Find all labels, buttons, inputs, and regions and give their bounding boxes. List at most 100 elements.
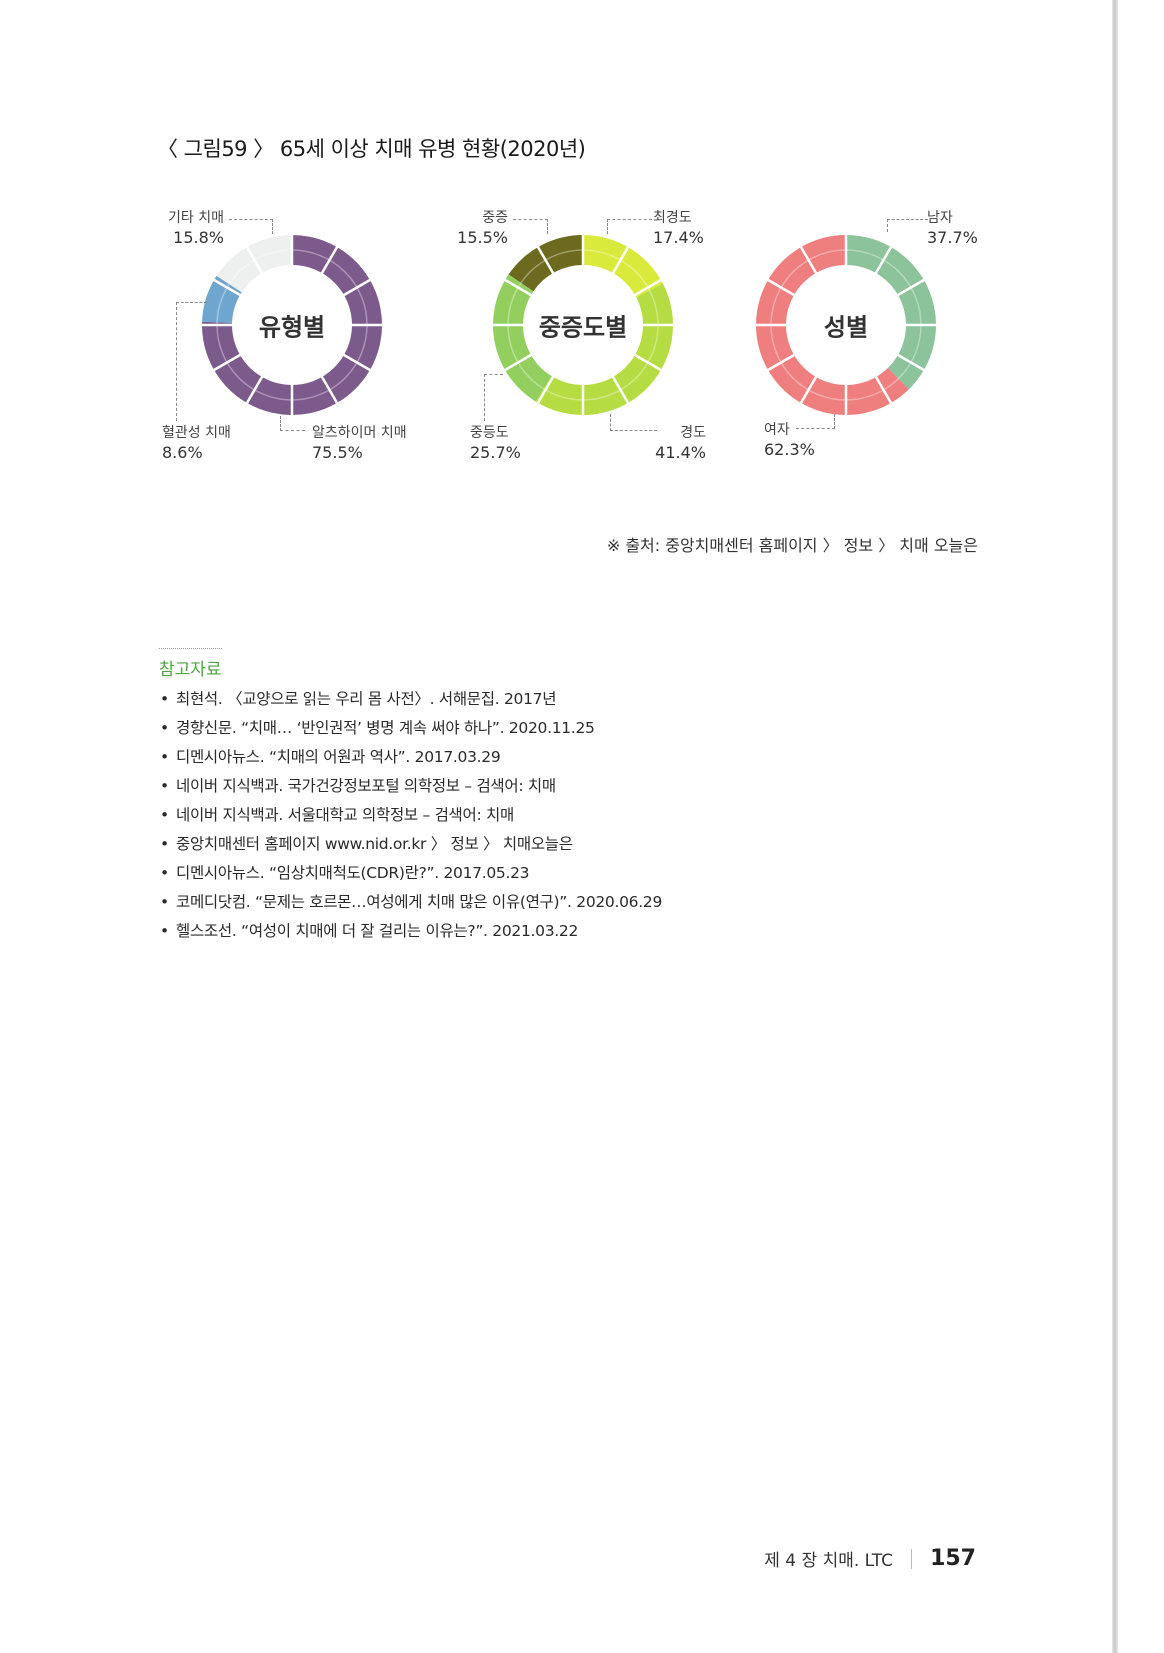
leader-line [280,416,305,431]
segment-name: 여자 [764,422,790,438]
segment-label-very-mild: 최경도 17.4% [653,210,704,248]
donut-separator [766,353,796,372]
donut-chart-severity: 중증도별 [490,232,676,418]
segment-label-alzheimer: 알츠하이머 치매 75.5% [312,425,407,463]
leader-line [513,219,548,234]
segment-name: 중증 [482,210,508,226]
donut-center-label: 성별 [823,313,869,342]
leader-line [796,414,835,429]
donut-separator [536,245,555,275]
donut-separator [212,353,242,372]
page-edge [1112,0,1118,1653]
leader-line [484,374,503,421]
reference-text: 중앙치매센터 홈페이지 www.nid.or.kr 〉 정보 〉 치매오늘은 [176,835,573,853]
reference-text: 디멘시아뉴스. “치매의 어원과 역사”. 2017.03.29 [176,748,501,766]
donut-separator [874,245,893,275]
reference-item: • 네이버 지식백과. 서울대학교 의학정보 – 검색어: 치매 [160,801,662,830]
reference-item: • 디멘시아뉴스. “임상치매척도(CDR)란?”. 2017.05.23 [160,859,662,888]
references-list: • 최현석. 〈교양으로 읽는 우리 몸 사전〉. 서해문집. 2017년 • 경향… [160,685,662,946]
segment-label-vascular: 혈관성 치매 8.6% [162,425,231,463]
donut-separator [799,375,818,405]
donut-separator [320,245,339,275]
segment-label-male: 남자 37.7% [927,210,978,248]
reference-item: • 중앙치매센터 홈페이지 www.nid.or.kr 〉 정보 〉 치매오늘은 [160,830,662,859]
segment-name: 남자 [927,210,953,226]
donut-chart-sex: 성별 [753,232,939,418]
donut-segment-2 [216,235,292,293]
donut-separator [633,353,663,372]
bullet-icon: • [160,690,169,708]
bullet-icon: • [160,922,169,940]
leader-line [610,414,657,431]
leader-line [229,219,273,234]
bullet-icon: • [160,893,169,911]
leader-line [607,219,652,234]
donut-segment-3 [508,235,583,292]
footer-divider [911,1548,913,1569]
reference-text: 최현석. 〈교양으로 읽는 우리 몸 사전〉. 서해문집. 2017년 [176,690,557,708]
segment-value: 17.4% [653,227,704,247]
references-title: 참고자료 [159,648,222,680]
segment-name: 경도 [680,425,706,441]
segment-value: 25.7% [470,442,521,462]
reference-item: • 최현석. 〈교양으로 읽는 우리 몸 사전〉. 서해문집. 2017년 [160,685,662,714]
reference-text: 네이버 지식백과. 국가건강정보포털 의학정보 – 검색어: 치매 [176,777,556,795]
segment-value: 15.8% [173,227,224,247]
donut-segment-1 [756,235,909,415]
segment-label-other: 기타 치매 15.8% [150,210,224,248]
donut-separator [536,375,555,405]
donut-ring-line [216,249,368,401]
figure-title: 〈 그림59 〉 65세 이상 치매 유병 현황(2020년) [157,137,586,161]
donut-segment-0 [846,235,936,390]
segment-name: 혈관성 치매 [162,425,231,441]
reference-item: • 네이버 지식백과. 국가건강정보포털 의학정보 – 검색어: 치매 [160,772,662,801]
donut-separator [874,375,893,405]
donut-separator [245,245,264,275]
donut-separator [245,375,264,405]
donut-separator [611,245,630,275]
reference-item: • 헬스조선. “여성이 치매에 더 잘 걸리는 이유는?”. 2021.03.2… [160,917,662,946]
reference-item: • 디멘시아뉴스. “치매의 어원과 역사”. 2017.03.29 [160,743,662,772]
donut-center-label: 유형별 [258,313,326,342]
donut-separator [799,245,818,275]
source-note: ※ 출처: 중앙치매센터 홈페이지 〉 정보 〉 치매 오늘은 [606,536,978,555]
segment-value: 15.5% [457,227,508,247]
donut-ring-line [770,249,922,401]
donut-2-svg [755,234,937,416]
segment-label-female: 여자 62.3% [764,422,815,460]
segment-value: 8.6% [162,442,203,462]
donut-chart-type: 유형별 [199,232,385,418]
reference-text: 디멘시아뉴스. “임상치매척도(CDR)란?”. 2017.05.23 [176,864,530,882]
reference-text: 헬스조선. “여성이 치매에 더 잘 걸리는 이유는?”. 2021.03.22 [176,922,579,940]
donut-separator [320,375,339,405]
segment-label-moderate: 중등도 25.7% [470,425,521,463]
segment-label-severe: 중증 15.5% [450,210,508,248]
bullet-icon: • [160,719,169,737]
segment-label-mild: 경도 41.4% [640,425,706,463]
reference-item: • 경향신문. “치매… ‘반인권적’ 병명 계속 써야 하나”. 2020.11… [160,714,662,743]
bullet-icon: • [160,748,169,766]
donut-separator [503,353,533,372]
segment-name: 기타 치매 [168,210,224,226]
reference-text: 네이버 지식백과. 서울대학교 의학정보 – 검색어: 치매 [176,806,514,824]
reference-text: 코메디닷컴. “문제는 호르몬…여성에게 치매 많은 이유(연구)”. 2020… [176,893,662,911]
donut-segment-0 [583,235,663,298]
segment-value: 41.4% [655,442,706,462]
segment-value: 62.3% [764,439,815,459]
donut-separator [611,375,630,405]
donut-separator [342,278,372,297]
donut-ring-line [507,249,659,401]
chapter-label: 제 4 장 치매. LTC [764,1551,894,1571]
bullet-icon: • [160,806,169,824]
leader-line [176,302,207,421]
donut-segment-1 [535,283,673,415]
donut-segment-1 [202,275,242,323]
bullet-icon: • [160,777,169,795]
donut-segment-0 [202,235,382,415]
leader-line [887,219,928,232]
reference-text: 경향신문. “치매… ‘반인권적’ 병명 계속 써야 하나”. 2020.11.… [176,719,595,737]
donut-separator [766,278,796,297]
donut-0-svg [201,234,383,416]
bullet-icon: • [160,864,169,882]
donut-separator [342,353,372,372]
